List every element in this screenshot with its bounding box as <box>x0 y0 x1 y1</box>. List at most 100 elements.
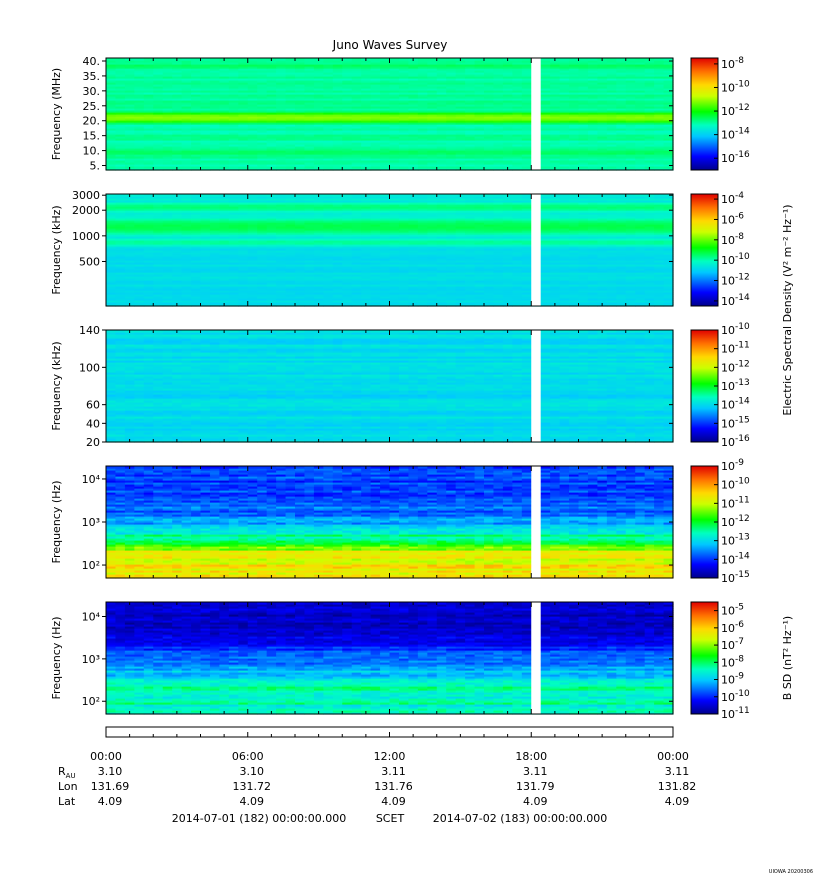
spectrogram-cell <box>191 152 202 155</box>
spectrogram-cell <box>143 100 154 103</box>
spectrogram-cell <box>380 136 391 139</box>
spectrogram-cell <box>550 132 561 135</box>
spectrogram-cell <box>559 160 570 163</box>
spectrogram-cell <box>162 126 173 129</box>
spectrogram-cell <box>417 162 428 165</box>
spectrogram-cell <box>266 102 277 105</box>
spectrogram-cell <box>332 148 343 151</box>
spectrogram-cell <box>663 116 674 119</box>
spectrogram-cell <box>370 100 381 103</box>
spectrogram-cell <box>181 140 192 143</box>
spectrogram-cell <box>644 154 655 157</box>
spectrogram-cell <box>276 132 287 135</box>
spectrogram-cell <box>465 94 476 97</box>
spectrogram-cell <box>502 144 513 147</box>
spectrogram-cell <box>521 112 532 115</box>
spectrogram-cell <box>238 148 249 151</box>
spectrogram-cell <box>238 132 249 135</box>
spectrogram-cell <box>276 158 287 161</box>
spectrogram-cell <box>493 116 504 119</box>
spectrogram-cell <box>162 108 173 111</box>
spectrogram-cell <box>578 146 589 149</box>
spectrogram-cell <box>361 162 372 165</box>
spectrogram-cell <box>247 118 258 121</box>
spectrogram-cell <box>635 138 646 141</box>
spectrogram-cell <box>304 134 315 137</box>
spectrogram-cell <box>162 148 173 151</box>
spectrogram-cell <box>427 98 438 101</box>
spectrogram-cell <box>285 144 296 147</box>
spectrogram-cell <box>446 146 457 149</box>
spectrogram-cell <box>351 102 362 105</box>
spectrogram-cell <box>106 100 117 103</box>
spectrogram-cell <box>228 118 239 121</box>
spectrogram-cell <box>238 144 249 147</box>
spectrogram-cell <box>474 160 485 163</box>
spectrogram-cell <box>654 148 665 151</box>
spectrogram-cell <box>143 134 154 137</box>
spectrogram-cell <box>143 96 154 99</box>
spectrogram-cell <box>597 120 608 123</box>
spectrogram-cell <box>342 148 353 151</box>
spectrogram-cell <box>427 148 438 151</box>
spectrogram-cell <box>276 166 287 169</box>
spectrogram-cell <box>228 150 239 153</box>
spectrogram-cell <box>313 162 324 165</box>
spectrogram-cell <box>115 94 126 97</box>
spectrogram-cell <box>285 138 296 141</box>
spectrogram-cell <box>332 124 343 127</box>
spectrogram-cell <box>323 120 334 123</box>
spectrogram-cell <box>455 94 466 97</box>
spectrogram-cell <box>654 134 665 137</box>
spectrogram-cell <box>228 156 239 159</box>
spectrogram-cell <box>115 134 126 137</box>
spectrogram-cell <box>474 142 485 145</box>
spectrogram-cell <box>370 160 381 163</box>
spectrogram-cell <box>181 126 192 129</box>
spectrogram-cell <box>502 112 513 115</box>
spectrogram-cell <box>276 114 287 117</box>
spectrogram-cell <box>389 138 400 141</box>
spectrogram-cell <box>191 156 202 159</box>
spectrogram-cell <box>313 148 324 151</box>
spectrogram-cell <box>153 148 164 151</box>
spectrogram-cell <box>446 94 457 97</box>
spectrogram-cell <box>484 166 495 169</box>
spectrogram-cell <box>389 96 400 99</box>
spectrogram-cell <box>427 108 438 111</box>
spectrogram-cell <box>143 94 154 97</box>
spectrogram-cell <box>219 104 230 107</box>
spectrogram-cell <box>200 114 211 117</box>
spectrogram-cell <box>578 106 589 109</box>
spectrogram-cell <box>172 104 183 107</box>
spectrogram-cell <box>427 122 438 125</box>
spectrogram-cell <box>266 122 277 125</box>
spectrogram-cell <box>417 126 428 129</box>
spectrogram-cell <box>247 108 258 111</box>
spectrogram-cell <box>304 150 315 153</box>
spectrogram-cell <box>172 106 183 109</box>
spectrogram-cell <box>587 156 598 159</box>
spectrogram-cell <box>606 132 617 135</box>
spectrogram-cell <box>550 112 561 115</box>
spectrogram-cell <box>276 152 287 155</box>
spectrogram-cell <box>342 114 353 117</box>
spectrogram-cell <box>153 162 164 165</box>
spectrogram-cell <box>512 166 523 169</box>
spectrogram-cell <box>521 130 532 133</box>
spectrogram-cell <box>587 96 598 99</box>
spectrogram-cell <box>143 102 154 105</box>
spectrogram-cell <box>380 112 391 115</box>
spectrogram-cell <box>247 102 258 105</box>
spectrogram-cell <box>209 160 220 163</box>
spectrogram-cell <box>323 158 334 161</box>
spectrogram-cell <box>663 106 674 109</box>
spectrogram-cell <box>370 130 381 133</box>
spectrogram-cell <box>191 110 202 113</box>
spectrogram-cell <box>143 112 154 115</box>
spectrogram-cell <box>616 112 627 115</box>
spectrogram-cell <box>238 96 249 99</box>
spectrogram-cell <box>635 124 646 127</box>
spectrogram-cell <box>153 144 164 147</box>
spectrogram-cell <box>635 118 646 121</box>
